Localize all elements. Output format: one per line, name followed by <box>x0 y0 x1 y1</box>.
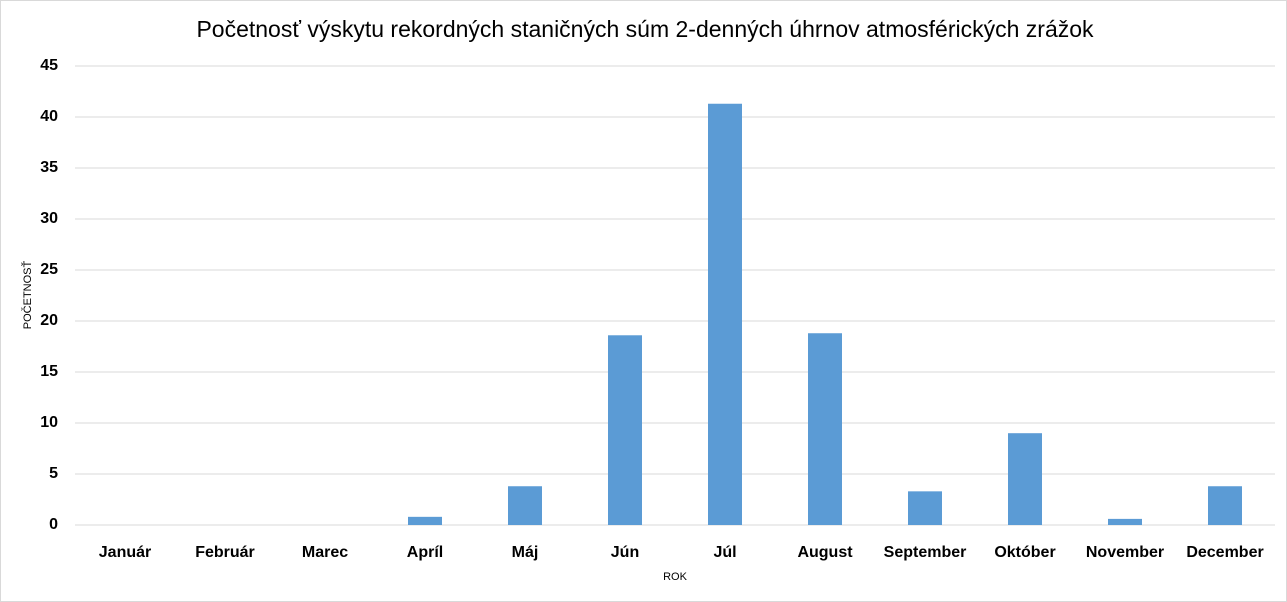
bar <box>1208 486 1242 525</box>
x-tick-label: Október <box>994 544 1055 561</box>
bar <box>808 333 842 525</box>
y-tick-label: 45 <box>40 57 58 74</box>
x-axis-label: ROK <box>663 571 688 583</box>
y-tick-label: 0 <box>49 516 58 533</box>
y-tick-label: 5 <box>49 465 58 482</box>
x-tick-label: August <box>797 544 853 561</box>
x-tick-label: Júl <box>713 544 736 561</box>
y-tick-label: 20 <box>40 312 58 329</box>
y-tick-label: 15 <box>40 363 58 380</box>
chart-title: Početnosť výskytu rekordných staničných … <box>196 16 1094 42</box>
bar <box>608 335 642 525</box>
y-axis-label: POČETNOSŤ <box>21 260 34 329</box>
y-tick-label: 10 <box>40 414 58 431</box>
bar <box>1008 433 1042 525</box>
bar <box>908 491 942 525</box>
x-tick-label: Február <box>195 544 255 561</box>
x-tick-label: September <box>884 544 967 561</box>
y-tick-label: 35 <box>40 159 58 176</box>
x-tick-label: November <box>1086 544 1164 561</box>
y-tick-label: 40 <box>40 108 58 125</box>
bar <box>1108 518 1142 525</box>
x-tick-label: Marec <box>302 544 348 561</box>
bar <box>708 103 742 526</box>
bar <box>508 486 542 525</box>
y-tick-label: 25 <box>40 261 58 278</box>
y-tick-label: 30 <box>40 210 58 227</box>
x-tick-label: Jún <box>611 544 639 561</box>
x-tick-label: Máj <box>512 544 539 561</box>
x-tick-label: December <box>1186 544 1263 561</box>
x-tick-label: Apríl <box>407 544 443 561</box>
x-tick-label: Január <box>99 544 151 561</box>
bar <box>408 516 442 525</box>
